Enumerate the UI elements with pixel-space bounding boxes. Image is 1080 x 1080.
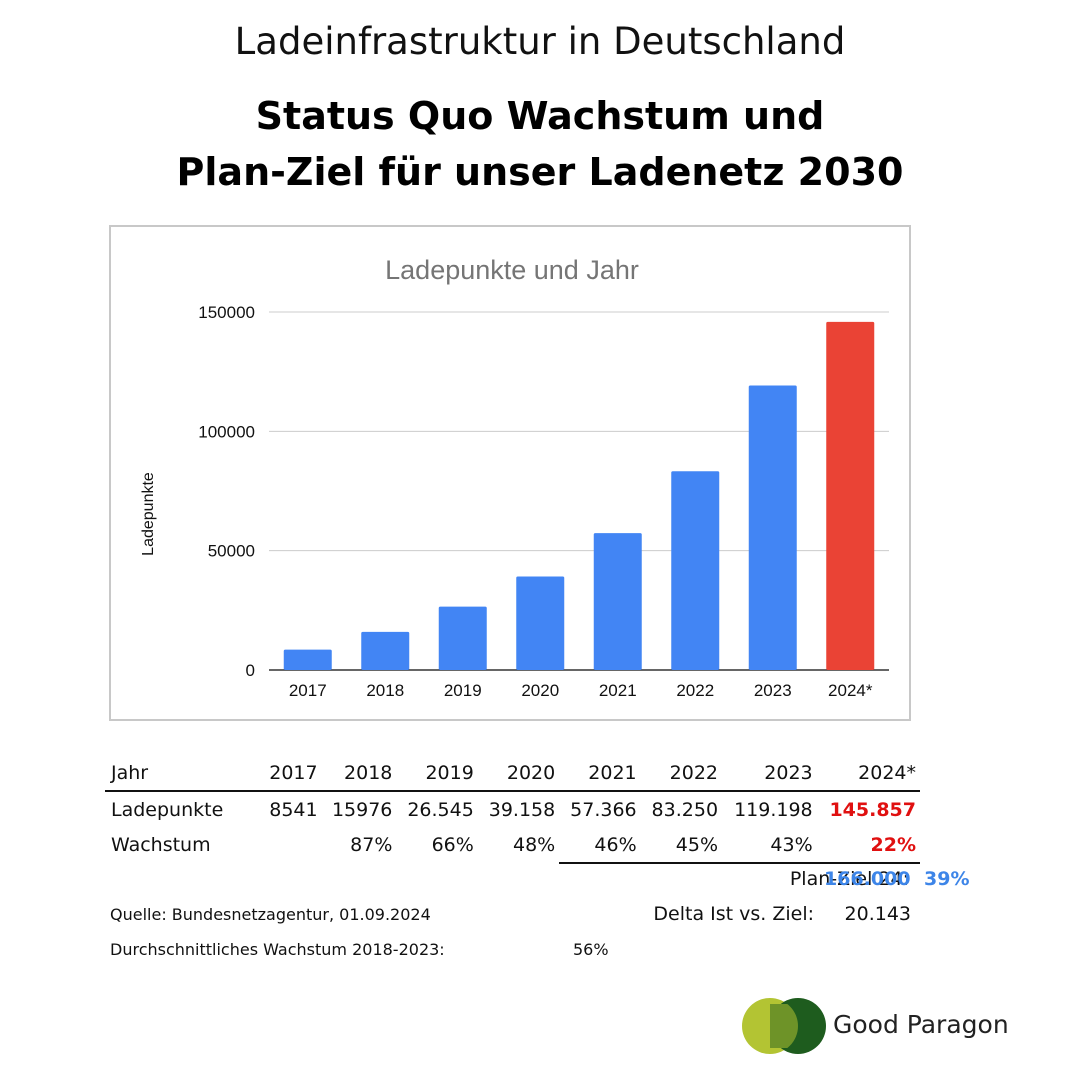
title-line-2: Plan-Ziel für unser Ladenetz 2030: [176, 150, 904, 194]
plan-target-value: 166.000: [824, 868, 911, 890]
ladepunkte-cell-highlight: 145.857: [829, 798, 916, 821]
x-tick-label: 2019: [444, 681, 482, 700]
average-growth-label: Durchschnittliches Wachstum 2018-2023:: [110, 940, 445, 959]
year-cell: 2018: [321, 755, 397, 792]
wachstum-cell: 45%: [640, 827, 723, 864]
wachstum-label: Wachstum: [111, 834, 211, 856]
ladepunkte-label: Ladepunkte: [111, 798, 224, 821]
bar-2022: [671, 471, 720, 670]
data-table: Jahr 2017 2018 2019 2020 2021 2022 2023 …: [105, 755, 920, 864]
chart-title: Ladepunkte und Jahr: [385, 255, 639, 285]
ladepunkte-cell: 83.250: [651, 798, 719, 821]
delta-value: 20.143: [844, 903, 911, 925]
pretitle: Ladeinfrastruktur in Deutschland: [234, 20, 846, 63]
year-cell: 2022: [640, 755, 723, 792]
brand-name: Good Paragon: [833, 1010, 1009, 1039]
x-tick-label: 2020: [521, 681, 559, 700]
x-tick-label: 2018: [366, 681, 404, 700]
x-tick-label: 2024*: [828, 681, 873, 700]
x-tick-label: 2022: [676, 681, 714, 700]
y-tick-label: 100000: [198, 422, 255, 441]
wachstum-cell: 87%: [350, 834, 393, 856]
wachstum-cell: 48%: [512, 834, 556, 856]
bar-2017: [283, 649, 332, 670]
logo-overlap: [770, 1004, 798, 1048]
page-title: Status Quo Wachstum und Plan-Ziel für un…: [0, 88, 1080, 200]
bar-chart: Ladepunkte und Jahr Ladepunkte 0 50000 100…: [140, 255, 889, 700]
ladepunkte-cell: 119.198: [734, 798, 813, 821]
title-line-1: Status Quo Wachstum und: [255, 94, 825, 138]
year-cell: 2019: [396, 755, 478, 792]
x-tick-label: 2021: [599, 681, 637, 700]
wachstum-cell-highlight: 22%: [816, 827, 920, 864]
bar-2018: [361, 631, 410, 670]
y-tick-label: 50000: [208, 542, 255, 561]
year-cell: 2021: [559, 755, 641, 792]
chart-frame: Ladepunkte und Jahr Ladepunkte 0 50000 100…: [109, 225, 911, 721]
table-row-ladepunkte: Ladepunkte 8541 15976 26.545 39.158 57.3…: [105, 791, 920, 827]
x-tick-label: 2023: [754, 681, 792, 700]
ladepunkte-cell: 8541: [269, 798, 318, 821]
year-cell: 2020: [477, 755, 560, 792]
bar-2024-star: [826, 321, 875, 670]
table-header-row: Jahr 2017 2018 2019 2020 2021 2022 2023 …: [105, 755, 920, 792]
wachstum-cell: 46%: [559, 827, 641, 864]
x-tick-label: 2017: [289, 681, 327, 700]
year-cell: 2023: [722, 755, 817, 792]
average-growth-value: 56%: [573, 940, 609, 959]
plan-target-label: Plan-Ziel 24:: [789, 868, 909, 890]
wachstum-cell: 43%: [722, 827, 817, 864]
bar-2023: [748, 385, 797, 670]
wachstum-cell: 66%: [431, 834, 474, 856]
y-axis-label: Ladepunkte: [140, 472, 157, 556]
bar-2021: [593, 533, 642, 670]
ladepunkte-cell: 57.366: [570, 798, 637, 821]
ladepunkte-cell: 39.158: [488, 798, 556, 821]
ladepunkte-cell: 26.545: [407, 798, 474, 821]
year-cell: 2024*: [816, 755, 920, 792]
year-cell: 2017: [260, 755, 322, 792]
table-row-wachstum: Wachstum 87% 66% 48% 46% 45% 43% 22%: [105, 827, 920, 864]
ladepunkte-cell: 15976: [331, 798, 393, 821]
bar-2020: [516, 576, 565, 670]
y-tick-label: 150000: [198, 303, 255, 322]
wachstum-cell: [260, 827, 322, 863]
brand-logo: [742, 998, 832, 1054]
header-label: Jahr: [105, 755, 260, 792]
bar-2019: [438, 606, 487, 670]
source-note: Quelle: Bundesnetzagentur, 01.09.2024: [110, 905, 431, 924]
plan-target-percent: 39%: [924, 868, 970, 890]
y-tick-label: 0: [246, 661, 255, 680]
delta-label: Delta Ist vs. Ziel:: [653, 903, 814, 925]
